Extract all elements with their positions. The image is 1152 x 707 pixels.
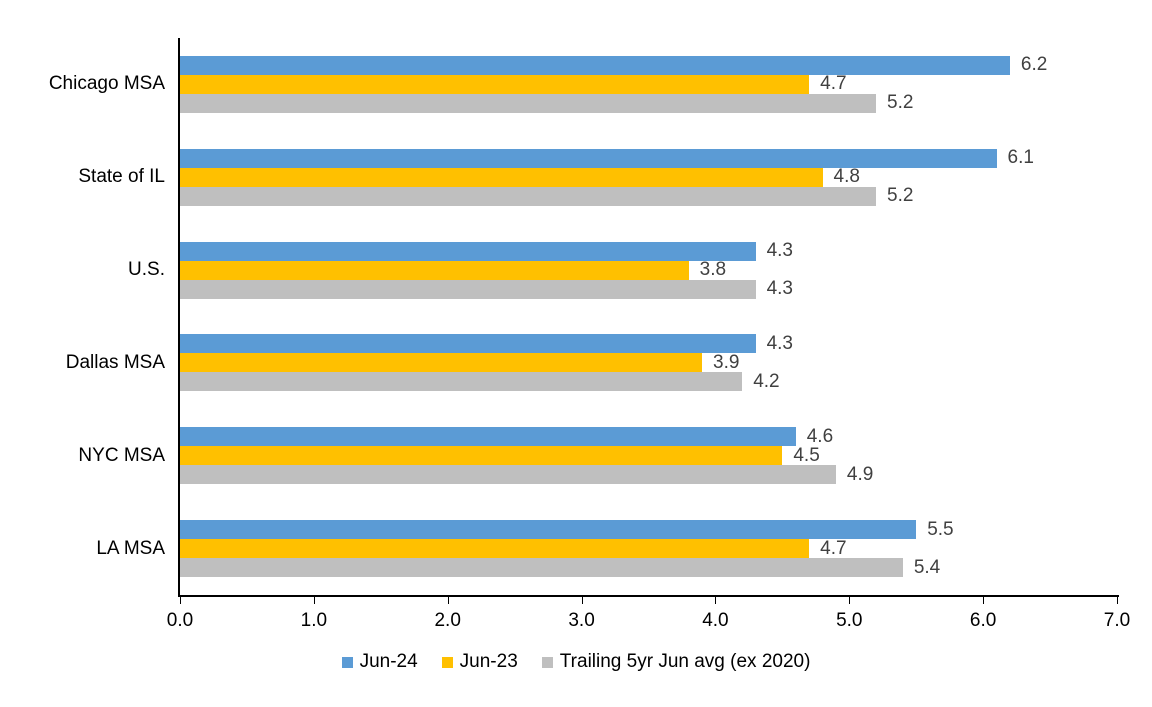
data-label: 4.3 (766, 332, 793, 354)
x-tick-label: 5.0 (836, 610, 863, 631)
data-label: 5.2 (887, 92, 914, 114)
bar-Jun-24 (180, 148, 997, 168)
bar-Jun-23 (180, 260, 689, 280)
bar-Jun-23 (180, 446, 783, 466)
data-label: 4.5 (793, 444, 820, 466)
x-tick-mark (1117, 597, 1118, 604)
data-label: 5.2 (887, 185, 914, 207)
data-label: 4.7 (820, 537, 847, 559)
y-axis-line (178, 38, 180, 597)
bar-Trailing 5yr Jun avg (ex 2020) (180, 372, 743, 392)
legend-label: Jun-23 (459, 651, 518, 672)
data-label: 3.8 (699, 259, 727, 281)
x-tick-label: 1.0 (300, 610, 328, 631)
data-label: 4.8 (833, 166, 860, 188)
category-label: Chicago MSA (48, 73, 165, 95)
category-label: NYC MSA (78, 444, 165, 466)
x-tick-mark (983, 597, 985, 604)
x-tick-label: 2.0 (434, 610, 461, 631)
bar-Jun-24 (180, 241, 756, 261)
x-tick-label: 4.0 (702, 610, 729, 631)
bar-Trailing 5yr Jun avg (ex 2020) (180, 465, 836, 485)
legend-swatch-Trailing 5yr Jun avg (ex 2020) (541, 656, 553, 668)
legend-swatch-Jun-24 (341, 656, 353, 668)
data-label: 6.1 (1007, 147, 1034, 169)
data-label: 6.2 (1020, 54, 1048, 76)
bar-Jun-24 (180, 55, 1010, 75)
bar-Trailing 5yr Jun avg (ex 2020) (180, 186, 877, 206)
data-label: 5.4 (913, 556, 941, 578)
legend-label: Jun-24 (359, 651, 418, 672)
legend-label: Trailing 5yr Jun avg (ex 2020) (559, 651, 811, 672)
x-tick-label: 3.0 (568, 610, 595, 631)
data-label: 4.6 (806, 425, 834, 447)
data-label: 4.3 (766, 240, 793, 262)
legend-swatch-Jun-23 (441, 656, 453, 668)
x-tick-mark (447, 597, 449, 604)
bar-Jun-23 (180, 539, 810, 559)
x-tick-mark (581, 597, 583, 604)
x-tick-mark (313, 597, 315, 604)
x-tick-label: 6.0 (969, 610, 997, 631)
data-label: 5.5 (927, 518, 954, 540)
x-tick-label: 0.0 (166, 610, 194, 631)
data-label: 3.9 (713, 351, 740, 373)
x-tick-label: 7.0 (1103, 610, 1131, 631)
x-axis-line (178, 595, 1119, 597)
bar-Jun-23 (180, 167, 823, 187)
y-axis-category-labels: Chicago MSA State of IL U.S. Dallas MSA NYC … (0, 38, 165, 595)
category-label: Dallas MSA (65, 351, 165, 373)
x-tick-mark (849, 597, 851, 604)
data-label: 4.7 (820, 73, 847, 95)
category-label: U.S. (128, 259, 165, 281)
bar-Jun-24 (180, 520, 917, 540)
legend-item: Trailing 5yr Jun avg (ex 2020) (541, 651, 811, 673)
bar-Jun-23 (180, 353, 703, 373)
bar-Jun-23 (180, 74, 810, 94)
category-label: State of IL (78, 166, 165, 188)
plot-area: 6.2 4.7 5.2 6.1 4.8 5.2 4.3 3.8 4.3 4.3 3.9 4.2 4.6 4… (180, 38, 1117, 595)
legend-item: Jun-24 (341, 651, 418, 673)
chart-legend: Jun-24 Jun-23 Trailing 5yr Jun avg (ex 202… (0, 651, 1152, 673)
data-label: 4.2 (753, 370, 780, 392)
bar-Trailing 5yr Jun avg (ex 2020) (180, 279, 756, 299)
x-tick-mark (180, 597, 181, 604)
bar-Jun-24 (180, 427, 796, 447)
bar-Jun-24 (180, 334, 756, 354)
legend-item: Jun-23 (441, 651, 518, 673)
category-label: LA MSA (96, 537, 165, 559)
x-tick-mark (715, 597, 717, 604)
bar-Trailing 5yr Jun avg (ex 2020) (180, 93, 877, 113)
bar-Trailing 5yr Jun avg (ex 2020) (180, 558, 903, 578)
data-label: 4.3 (766, 278, 793, 300)
data-label: 4.9 (846, 463, 874, 485)
